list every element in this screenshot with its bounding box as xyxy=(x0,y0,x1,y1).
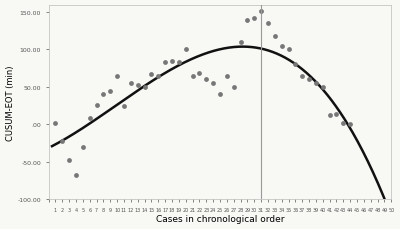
Point xyxy=(224,74,230,78)
Point xyxy=(93,104,100,107)
Point xyxy=(285,48,292,52)
Point xyxy=(230,86,237,89)
Point xyxy=(292,63,298,67)
Point xyxy=(52,121,59,125)
Point xyxy=(59,139,66,143)
Point xyxy=(189,74,196,78)
Point xyxy=(155,74,162,78)
Point xyxy=(237,41,244,45)
Point xyxy=(107,90,114,94)
X-axis label: Cases in chronological order: Cases in chronological order xyxy=(156,215,284,224)
Point xyxy=(340,121,346,125)
Point xyxy=(272,35,278,39)
Point xyxy=(196,72,202,76)
Point xyxy=(210,82,216,86)
Point xyxy=(162,61,168,65)
Point xyxy=(148,73,155,77)
Point xyxy=(66,159,72,162)
Point xyxy=(244,19,250,22)
Point xyxy=(86,117,93,120)
Point xyxy=(306,78,312,82)
Point xyxy=(333,112,340,116)
Point xyxy=(203,78,210,82)
Point xyxy=(114,74,120,78)
Point xyxy=(121,104,127,108)
Point xyxy=(73,174,79,177)
Point xyxy=(217,93,223,97)
Point xyxy=(128,82,134,86)
Point xyxy=(258,10,264,13)
Point xyxy=(182,48,189,52)
Point xyxy=(299,74,306,78)
Point xyxy=(80,145,86,149)
Y-axis label: CUSUM-EOT (min): CUSUM-EOT (min) xyxy=(6,65,14,140)
Point xyxy=(134,84,141,88)
Point xyxy=(320,86,326,89)
Point xyxy=(169,60,175,63)
Point xyxy=(176,61,182,65)
Point xyxy=(100,93,107,97)
Point xyxy=(278,45,285,48)
Point xyxy=(347,123,353,126)
Point xyxy=(265,22,271,26)
Point xyxy=(141,86,148,89)
Point xyxy=(326,114,333,117)
Point xyxy=(313,82,319,86)
Point xyxy=(251,17,258,21)
